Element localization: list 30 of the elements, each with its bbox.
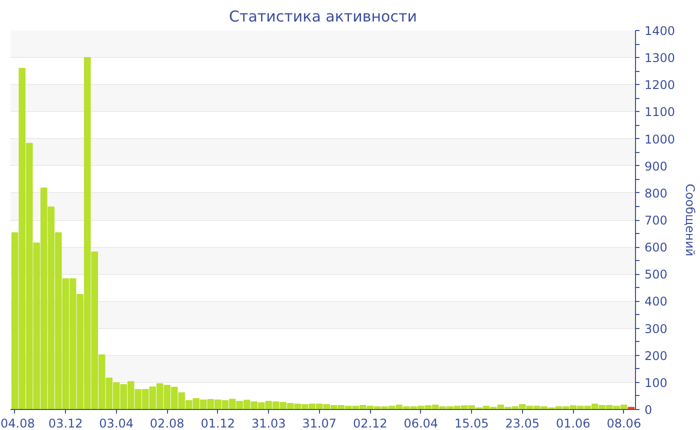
- x-tick-label: 01.12: [200, 416, 236, 430]
- y-tick-label: 1300: [644, 51, 676, 66]
- x-tick-label: 08.06: [606, 416, 642, 430]
- y-tick-label: 1100: [644, 105, 676, 120]
- y-axis-title: Сообщений: [683, 184, 698, 256]
- y-tick-label: 600: [644, 240, 668, 255]
- x-tick-label: 04.08: [0, 416, 35, 430]
- y-tick-label: 0: [644, 403, 652, 417]
- chart-title: Статистика активности: [229, 8, 417, 26]
- y-tick-label: 1000: [644, 132, 676, 146]
- y-tick-label: 700: [644, 214, 668, 228]
- x-tick-label: 02.08: [150, 416, 184, 430]
- y-tick-label: 300: [644, 322, 668, 336]
- y-tick-label: 100: [644, 376, 668, 390]
- x-tick-label: 03.04: [99, 416, 134, 430]
- x-tick-label: 03.12: [48, 416, 83, 430]
- y-tick-label: 500: [644, 268, 668, 282]
- y-tick-label: 900: [644, 159, 668, 174]
- y-tick-label: 400: [644, 294, 668, 309]
- x-tick-label: 31.07: [302, 416, 337, 430]
- x-tick-label: 01.06: [556, 416, 590, 430]
- y-tick-label: 1200: [644, 78, 676, 92]
- x-tick-label: 31.03: [251, 416, 286, 430]
- x-tick-label: 06.04: [404, 416, 438, 430]
- y-tick-label: 800: [644, 186, 668, 200]
- x-tick-label: 02.12: [352, 416, 388, 430]
- x-tick-label: 23.05: [505, 416, 540, 430]
- x-tick-label: 15.05: [454, 416, 489, 430]
- y-tick-label: 1400: [644, 24, 676, 38]
- y-tick-label: 200: [644, 348, 668, 363]
